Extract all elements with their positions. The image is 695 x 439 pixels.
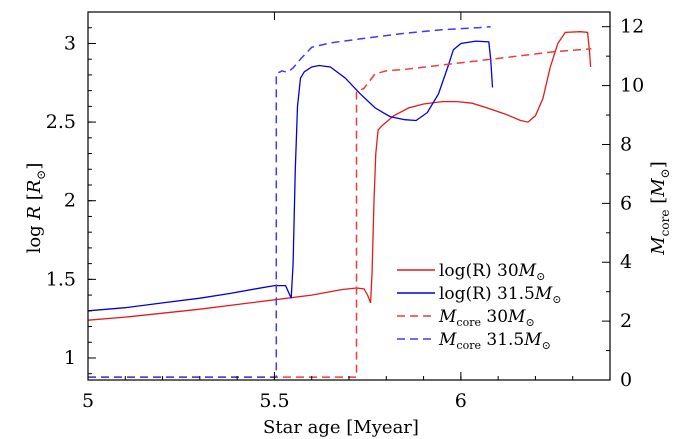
y-right-tick-label: 12 [620,16,644,38]
x-tick-label: 5 [82,390,94,412]
legend-label-3: Mcore 30M⊙ [438,307,535,329]
legend-label-1: log(R) 30M⊙ [439,261,545,283]
svg-text:Mcore [M⊙]: Mcore [M⊙] [648,161,672,256]
x-tick-label: 6 [455,390,467,412]
x-tick-label: 5.5 [259,390,289,412]
axes: 5 5.5 6 1 1.5 2 2.5 3 0 2 4 6 8 10 12 [46,11,644,412]
series-group [88,25,592,378]
y-right-tick-label: 2 [620,310,632,332]
y-left-tick-label: 3 [64,32,76,54]
series-line-4 [88,25,491,378]
y-right-tick-label: 10 [620,75,644,97]
legend-label-2: log(R) 31.5M⊙ [439,284,562,306]
legend: log(R) 30M⊙log(R) 31.5M⊙Mcore 30M⊙Mcore … [397,261,562,352]
y-axis-left-title: log R [R⊙] [24,163,48,254]
series-line-1 [88,31,592,321]
plot-area [88,25,592,378]
y-left-tick-label: 1 [64,347,76,369]
series-line-3 [88,48,592,378]
x-axis-title: Star age [Myear] [263,417,419,438]
svg-text:log R [R⊙]: log R [R⊙] [24,163,48,254]
y-left-tick-label: 2.5 [46,111,76,133]
y-right-tick-label: 0 [620,369,632,391]
y-right-tick-label: 8 [620,133,632,155]
y-right-tick-label: 4 [620,251,632,273]
y-left-tick-label: 1.5 [46,268,76,290]
legend-label-4: Mcore 31.5M⊙ [438,330,551,352]
y-left-tick-label: 2 [64,190,76,212]
y-right-tick-label: 6 [620,192,632,214]
series-line-2 [88,40,494,312]
y-axis-right-title: Mcore [M⊙] [648,161,672,256]
